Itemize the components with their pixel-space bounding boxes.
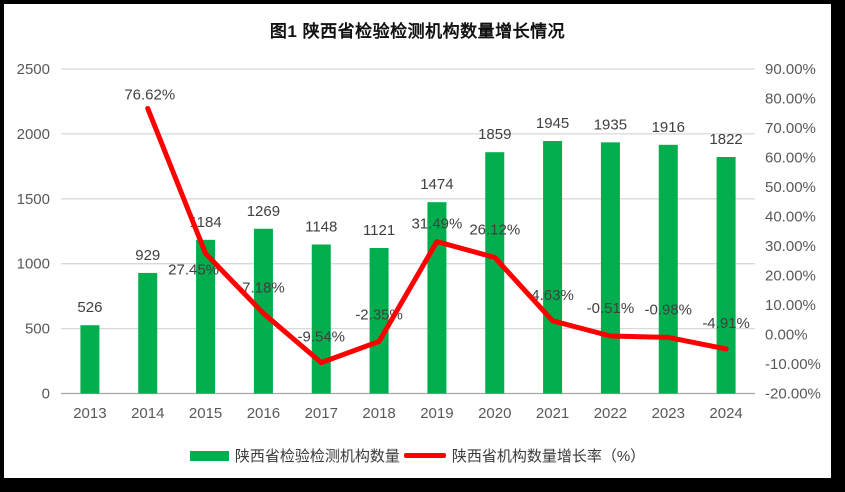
left-axis-tick-label: 1000 (17, 256, 50, 273)
chart-canvas: 图1 陕西省检验检测机构数量增长情况 0 500 1000 1500 2000 2500 -… (4, 4, 831, 478)
bar-value-label: 526 (77, 299, 102, 316)
left-axis-tick-label: 0 (42, 386, 50, 403)
line-value-label: -0.51% (587, 300, 635, 317)
right-axis-tick-label: 20.00% (765, 268, 816, 285)
bar (485, 152, 505, 394)
x-axis-label: 2024 (709, 405, 742, 422)
bar-value-label: 1859 (478, 126, 511, 143)
x-axis-label: 2018 (362, 405, 395, 422)
bar (600, 142, 620, 394)
bar (311, 244, 331, 394)
bar (196, 239, 216, 394)
chart-legend: 陕西省检验检测机构数量 陕西省机构数量增长率（%） (4, 445, 831, 466)
right-axis-tick-label: 70.00% (765, 120, 816, 137)
bar-value-label: 1935 (594, 116, 627, 133)
right-axis-tick-label: 80.00% (765, 91, 816, 108)
bar-value-label: 1916 (652, 119, 685, 136)
line-series-swatch (403, 453, 446, 458)
right-axis-tick-label: -20.00% (765, 386, 821, 403)
right-axis-tick-label: 60.00% (765, 150, 816, 167)
x-axis-label: 2016 (247, 405, 280, 422)
bar (543, 141, 563, 394)
combo-chart: 0 500 1000 1500 2000 2500 -20.00% -10.00% 0.00% 1… (17, 61, 821, 422)
legend-item-line: 陕西省机构数量增长率（%） (403, 445, 646, 466)
bar-series-swatch (189, 450, 229, 461)
x-axis-label: 2023 (652, 405, 685, 422)
bar-value-label: 929 (135, 247, 160, 264)
line-value-label: 7.18% (242, 279, 285, 296)
legend-item-bars: 陕西省检验检测机构数量 (189, 445, 400, 466)
right-axis-tick-label: -10.00% (765, 356, 821, 373)
line-value-label: 31.49% (411, 216, 462, 233)
line-value-label: -9.54% (297, 329, 345, 346)
line-value-label: 27.45% (168, 262, 219, 279)
x-axis-label: 2020 (478, 405, 511, 422)
bar (138, 272, 158, 394)
line-value-label: -0.98% (644, 301, 692, 318)
bar-value-label: 1148 (305, 218, 337, 235)
right-axis-tick-label: 30.00% (765, 238, 816, 255)
x-axis-label: 2017 (305, 405, 338, 422)
right-axis-tick-label: 0.00% (765, 327, 808, 344)
left-axis-tick-label: 500 (25, 321, 50, 338)
bar-value-label: 1269 (247, 203, 280, 220)
line-value-label: 26.12% (469, 221, 520, 238)
bar-value-label: 1945 (536, 115, 569, 132)
x-axis-label: 2021 (536, 405, 569, 422)
line-value-label: -4.91% (702, 315, 750, 332)
x-axis-label: 2022 (594, 405, 627, 422)
right-axis-tick-label: 10.00% (765, 297, 816, 314)
line-value-label: 4.63% (531, 287, 574, 304)
bar-value-label: 1121 (363, 222, 395, 239)
bar-value-label: 1822 (709, 131, 742, 148)
bar (658, 144, 678, 394)
left-axis-tick-label: 1500 (17, 191, 50, 208)
chart-title: 图1 陕西省检验检测机构数量增长情况 (269, 22, 566, 41)
left-axis-tick-label: 2000 (17, 126, 50, 143)
bar-value-label: 1474 (420, 176, 453, 193)
line-value-label: 76.62% (124, 86, 175, 103)
bar (716, 157, 736, 394)
x-axis-label: 2019 (420, 405, 453, 422)
x-axis-label: 2013 (73, 405, 106, 422)
bar-series-label: 陕西省检验检测机构数量 (234, 448, 400, 465)
growth-rate-line (145, 105, 729, 366)
bar (369, 247, 389, 394)
right-axis-tick-label: 40.00% (765, 209, 816, 226)
line-series-label: 陕西省机构数量增长率（%） (451, 448, 646, 465)
bar (80, 325, 100, 394)
right-axis-tick-label: 50.00% (765, 179, 816, 196)
right-axis-tick-label: 90.00% (765, 61, 816, 78)
x-axis-label: 2014 (131, 405, 164, 422)
left-axis-tick-label: 2500 (17, 61, 50, 78)
x-axis-label: 2015 (189, 405, 222, 422)
